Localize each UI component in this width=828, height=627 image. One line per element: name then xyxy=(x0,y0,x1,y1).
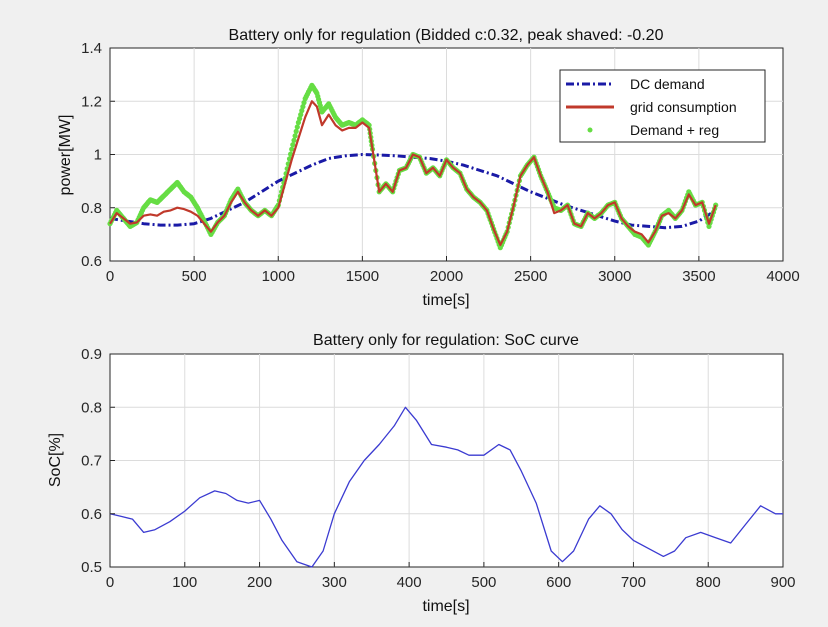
soc-xtick-label: 800 xyxy=(696,574,721,591)
power-series-grid-consumption xyxy=(109,100,717,247)
power-ytick-label: 0.8 xyxy=(81,200,102,217)
soc-xtick-label: 400 xyxy=(397,574,422,591)
soc-plot: 0 100 200 300 400 500 600 700 800 900 0.5 0.6 0.7 0.8… xyxy=(47,332,796,615)
power-ytick-label: 1 xyxy=(94,147,102,164)
power-plot: 0 500 1000 1500 2000 2500 3000 3500 4000 0.6 0.8 1 1… xyxy=(57,27,800,309)
soc-xtick-label: 900 xyxy=(770,574,795,591)
legend-label-dc-demand: DC demand xyxy=(630,76,705,92)
soc-xtick-label: 0 xyxy=(106,574,114,591)
power-series-demand-reg-point xyxy=(291,137,297,143)
power-xtick-label: 1000 xyxy=(262,268,295,285)
power-xtick-label: 4000 xyxy=(766,268,799,285)
soc-ytick-label: 0.5 xyxy=(81,559,102,576)
soc-ytick-label: 0.6 xyxy=(81,506,102,523)
soc-xtick-label: 100 xyxy=(172,574,197,591)
power-ytick-label: 1.4 xyxy=(81,40,102,57)
power-ytick-label: 1.2 xyxy=(81,93,102,110)
legend-swatch-demand-reg xyxy=(587,127,593,133)
power-plot-title: Battery only for regulation (Bidded c:0.… xyxy=(229,27,664,44)
power-xtick-label: 2000 xyxy=(430,268,463,285)
power-series-demand-reg-point xyxy=(294,124,300,130)
soc-plot-ticks: 0 100 200 300 400 500 600 700 800 900 0.5 0.6 0.7 0.8… xyxy=(81,346,795,591)
power-series-demand-reg-point xyxy=(301,100,307,106)
power-plot-ylabel: power[MW] xyxy=(57,115,74,196)
soc-xtick-label: 700 xyxy=(621,574,646,591)
soc-plot-ylabel: SoC[%] xyxy=(47,433,64,487)
power-xtick-label: 2500 xyxy=(514,268,547,285)
soc-xtick-label: 500 xyxy=(471,574,496,591)
power-series-demand-reg-point xyxy=(290,142,296,148)
power-plot-xlabel: time[s] xyxy=(422,292,469,309)
power-series-demand-reg-point xyxy=(293,128,299,134)
power-series-demand-reg-point xyxy=(299,108,305,114)
power-plot-legend: DC demand grid consumption Demand + reg xyxy=(559,69,766,143)
soc-xtick-label: 300 xyxy=(322,574,347,591)
power-plot-ticks: 0 500 1000 1500 2000 2500 3000 3500 4000 0.6 0.8 1 1… xyxy=(81,40,800,285)
power-xtick-label: 3500 xyxy=(682,268,715,285)
soc-plot-title: Battery only for regulation: SoC curve xyxy=(313,332,579,349)
power-xtick-label: 3000 xyxy=(598,268,631,285)
soc-xtick-label: 600 xyxy=(546,574,571,591)
soc-plot-grid xyxy=(110,354,783,567)
soc-series-soc xyxy=(109,406,783,568)
soc-ytick-label: 0.9 xyxy=(81,346,102,363)
power-ytick-label: 0.6 xyxy=(81,253,102,270)
power-plot-series xyxy=(107,82,719,251)
power-series-demand-reg-point xyxy=(297,116,303,122)
power-series-dc-demand xyxy=(109,153,717,230)
legend-label-demand-reg: Demand + reg xyxy=(630,122,719,138)
soc-plot-series xyxy=(109,406,783,568)
power-xtick-label: 500 xyxy=(182,268,207,285)
soc-ytick-label: 0.8 xyxy=(81,399,102,416)
power-series-demand-reg-point xyxy=(292,133,298,139)
legend-label-grid-consumption: grid consumption xyxy=(630,99,737,115)
power-series-demand-reg-point xyxy=(298,112,304,118)
soc-plot-xlabel: time[s] xyxy=(422,598,469,615)
power-series-demand-reg-point xyxy=(289,146,295,152)
power-series-demand-reg-point xyxy=(300,104,306,110)
soc-ytick-label: 0.7 xyxy=(81,453,102,470)
power-series-demand-reg-point xyxy=(288,151,294,157)
power-series-demand-reg-point xyxy=(295,119,301,126)
power-xtick-label: 1500 xyxy=(346,268,379,285)
power-xtick-label: 0 xyxy=(106,268,114,285)
soc-xtick-label: 200 xyxy=(247,574,272,591)
